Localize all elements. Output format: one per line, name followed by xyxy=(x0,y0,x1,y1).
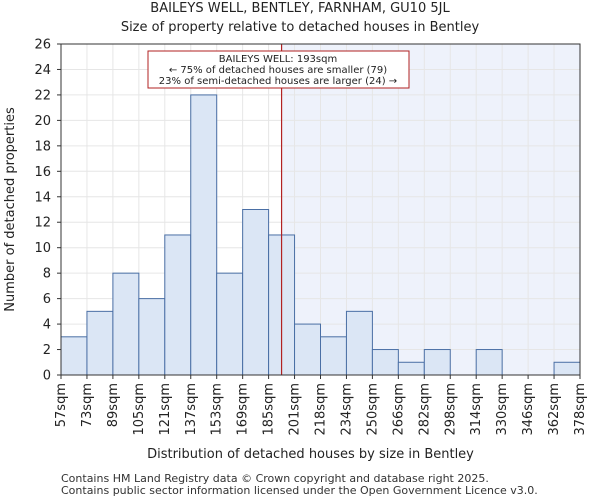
x-tick-label: 57sqm xyxy=(54,383,69,427)
histogram-bar xyxy=(320,336,347,376)
x-tick-label: 89sqm xyxy=(106,383,121,427)
y-tick-label: 6 xyxy=(43,292,51,307)
x-tick-label: 378sqm xyxy=(573,383,588,436)
x-tick-label: 185sqm xyxy=(262,383,277,436)
y-tick-label: 24 xyxy=(34,63,51,78)
x-tick-label: 153sqm xyxy=(210,383,225,436)
x-tick-label: 282sqm xyxy=(417,383,432,436)
histogram-bar xyxy=(242,209,270,376)
x-tick-label: 73sqm xyxy=(80,383,95,427)
histogram-bar xyxy=(294,323,321,376)
y-tick-label: 16 xyxy=(34,165,51,180)
histogram-bar xyxy=(112,272,140,376)
x-tick-label: 137sqm xyxy=(184,383,199,436)
marker-annotation: BAILEYS WELL: 193sqm ← 75% of detached h… xyxy=(147,50,410,89)
x-tick-label: 362sqm xyxy=(547,383,562,436)
x-tick-label: 250sqm xyxy=(365,383,380,436)
y-axis-label: Number of detached properties xyxy=(3,107,18,312)
y-tick-label: 22 xyxy=(34,88,51,103)
y-tick-label: 26 xyxy=(34,38,51,53)
x-tick-label: 105sqm xyxy=(132,383,147,436)
x-tick-label: 201sqm xyxy=(288,383,303,436)
x-tick-label: 314sqm xyxy=(469,383,484,436)
x-tick-label: 121sqm xyxy=(158,383,173,436)
histogram-bar xyxy=(164,234,192,376)
histogram-bar xyxy=(216,272,244,376)
y-tick-label: 20 xyxy=(34,114,51,129)
histogram-bar xyxy=(553,361,581,376)
y-tick-label: 2 xyxy=(43,343,51,358)
x-tick-label: 298sqm xyxy=(443,383,458,436)
y-tick-label: 4 xyxy=(43,318,51,333)
x-tick-label: 218sqm xyxy=(314,383,329,436)
chart-title: BAILEYS WELL, BENTLEY, FARNHAM, GU10 5JL xyxy=(150,1,450,16)
x-tick-label: 234sqm xyxy=(339,383,354,436)
annotation-line-3: 23% of semi-detached houses are larger (… xyxy=(159,76,397,87)
y-tick-label: 0 xyxy=(43,369,51,384)
annotation-line-1: BAILEYS WELL: 193sqm xyxy=(219,54,337,65)
annotation-line-2: ← 75% of detached houses are smaller (79… xyxy=(169,65,387,76)
footer-licence: Contains public sector information licen… xyxy=(61,484,538,497)
x-tick-label: 266sqm xyxy=(391,383,406,436)
y-tick-label: 14 xyxy=(34,190,51,205)
y-tick-label: 12 xyxy=(34,216,51,231)
x-tick-label: 169sqm xyxy=(236,383,251,436)
histogram-bar xyxy=(397,361,425,376)
histogram-bar xyxy=(86,310,114,376)
histogram-bar xyxy=(345,310,373,376)
chart-subtitle: Size of property relative to detached ho… xyxy=(120,20,480,35)
x-tick-label: 346sqm xyxy=(521,383,536,436)
histogram-bar xyxy=(475,349,503,376)
histogram-bar xyxy=(190,94,218,376)
histogram-bar xyxy=(60,336,88,376)
y-tick-label: 8 xyxy=(43,267,51,282)
histogram-bar xyxy=(423,349,451,376)
footer-copyright: Contains HM Land Registry data © Crown c… xyxy=(61,472,489,485)
x-axis-label: Distribution of detached houses by size … xyxy=(147,447,474,462)
y-tick-label: 18 xyxy=(34,139,51,154)
annotation-box xyxy=(147,50,410,89)
histogram-bar xyxy=(138,298,166,376)
y-tick-label: 10 xyxy=(34,241,51,256)
histogram-bar xyxy=(371,349,399,376)
x-tick-label: 330sqm xyxy=(495,383,510,436)
larger-region-shade xyxy=(281,44,580,375)
